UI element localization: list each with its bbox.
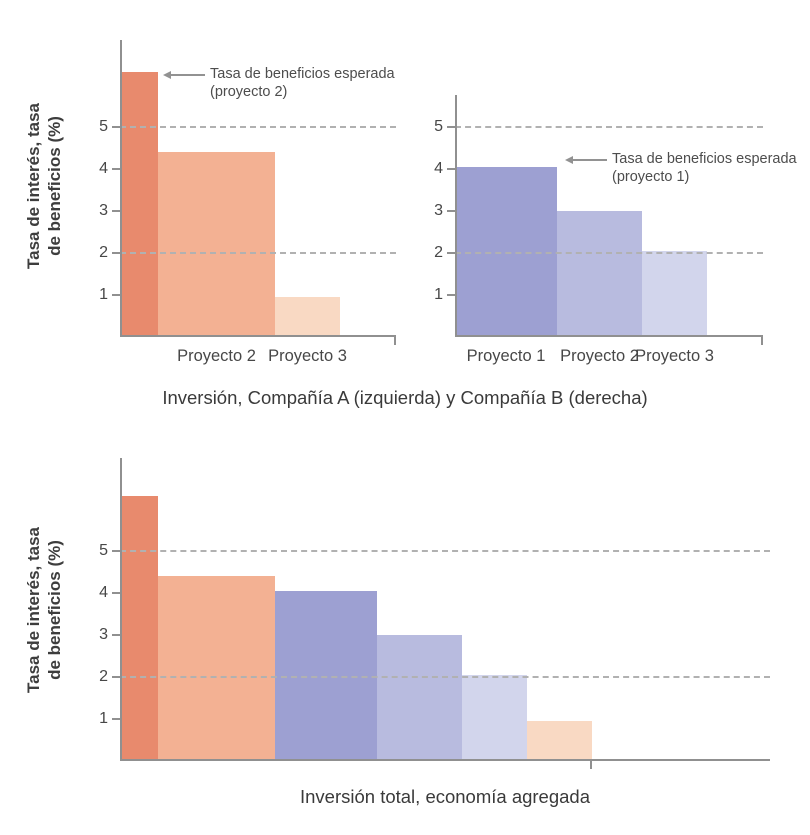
bar-proyecto-3 xyxy=(642,250,707,337)
gridline-5 xyxy=(120,126,396,128)
y-axis xyxy=(120,458,122,761)
chart-company-a: Proyecto 2 Proyecto 3 1 2 3 4 5 xyxy=(99,40,396,365)
y-tick-mark xyxy=(112,294,120,296)
y-axis xyxy=(455,95,457,337)
y-tick-mark xyxy=(112,252,120,254)
y-tick-mark xyxy=(112,634,120,636)
annotation-arrow-right-icon xyxy=(565,156,607,164)
top-panel-title: Inversión, Compañía A (izquierda) y Comp… xyxy=(162,387,648,408)
y-tick-label: 1 xyxy=(434,286,443,303)
bar-unlabeled xyxy=(275,590,377,761)
y-tick-mark xyxy=(447,210,455,212)
bar-proyecto-1 xyxy=(455,166,557,337)
chart-aggregate: 1 2 3 4 5 xyxy=(99,458,770,769)
bar-label: Proyecto 2 xyxy=(177,347,256,365)
y-tick-label: 5 xyxy=(99,542,108,559)
y-tick-label: 4 xyxy=(99,584,108,601)
y-tick-mark xyxy=(447,252,455,254)
y-tick-mark xyxy=(112,210,120,212)
x-axis-end-tick xyxy=(761,337,763,345)
y-tick-label: 2 xyxy=(99,668,108,685)
bar-label: Proyecto 1 xyxy=(466,347,546,365)
bar-unlabeled xyxy=(120,496,158,761)
y-tick-label: 4 xyxy=(99,160,108,177)
y-axis-title-top: Tasa de interés, tasa de beneficios (%) xyxy=(23,46,67,326)
y-tick-label: 1 xyxy=(99,286,108,303)
bar-unlabeled xyxy=(120,72,158,337)
y-tick-mark xyxy=(447,168,455,170)
gridline-2 xyxy=(120,676,770,678)
y-tick-label: 2 xyxy=(434,244,443,261)
x-axis-end-tick xyxy=(394,337,396,345)
x-axis xyxy=(455,335,763,337)
y-tick-mark xyxy=(447,126,455,128)
x-axis xyxy=(120,759,770,761)
bar-proyecto-3 xyxy=(275,297,340,337)
gridline-5 xyxy=(455,126,763,128)
chart-company-b: Proyecto 1 Proyecto 2 Proyecto 3 1 2 3 4 5 xyxy=(434,95,763,365)
x-axis-end-tick xyxy=(590,761,592,769)
bar-unlabeled xyxy=(527,721,592,761)
y-tick-label: 5 xyxy=(434,118,443,135)
annotation-arrow-left-icon xyxy=(163,71,205,79)
gridline-5 xyxy=(120,550,770,552)
bar-unlabeled xyxy=(158,576,275,761)
annotation-right: Tasa de beneficios esperada (proyecto 1) xyxy=(612,150,797,186)
annotation-left-line1: Tasa de beneficios esperada xyxy=(210,66,395,82)
y-tick-label: 3 xyxy=(99,626,108,643)
arrow-head-icon xyxy=(565,156,573,164)
y-axis-title-top-line2: de beneficios (%) xyxy=(45,116,64,256)
bottom-panel-title: Inversión total, economía agregada xyxy=(299,786,591,807)
bar-label: Proyecto 2 xyxy=(560,347,639,365)
annotation-left-line2: (proyecto 2) xyxy=(210,84,288,100)
bar-unlabeled xyxy=(377,635,462,761)
bar-label: Proyecto 3 xyxy=(268,347,347,365)
bar-proyecto-2 xyxy=(557,211,642,337)
y-tick-label: 3 xyxy=(434,202,443,219)
y-tick-mark xyxy=(112,550,120,552)
y-tick-label: 4 xyxy=(434,160,443,177)
y-axis xyxy=(120,40,122,337)
y-axis-title-bottom-line1: Tasa de interés, tasa xyxy=(24,527,43,693)
arrow-shaft xyxy=(573,159,607,161)
y-tick-label: 2 xyxy=(99,244,108,261)
bar-unlabeled xyxy=(462,674,527,761)
y-tick-mark xyxy=(447,294,455,296)
y-axis-title-top-line1: Tasa de interés, tasa xyxy=(24,103,43,269)
y-tick-label: 1 xyxy=(99,710,108,727)
y-tick-mark xyxy=(112,168,120,170)
bar-label: Proyecto 3 xyxy=(635,347,714,365)
gridline-2 xyxy=(120,252,396,254)
y-axis-title-bottom: Tasa de interés, tasa de beneficios (%) xyxy=(23,470,67,750)
y-tick-mark xyxy=(112,126,120,128)
annotation-right-line2: (proyecto 1) xyxy=(612,169,690,185)
y-tick-mark xyxy=(112,718,120,720)
arrow-shaft xyxy=(171,74,205,76)
bar-proyecto-2 xyxy=(158,152,275,337)
x-axis xyxy=(120,335,396,337)
y-tick-mark xyxy=(112,592,120,594)
annotation-left: Tasa de beneficios esperada (proyecto 2) xyxy=(210,65,395,101)
arrow-head-icon xyxy=(163,71,171,79)
y-axis-title-bottom-line2: de beneficios (%) xyxy=(45,540,64,680)
gridline-2 xyxy=(455,252,763,254)
annotation-right-line1: Tasa de beneficios esperada xyxy=(612,151,797,167)
y-tick-label: 5 xyxy=(99,118,108,135)
y-tick-label: 3 xyxy=(99,202,108,219)
y-tick-mark xyxy=(112,676,120,678)
